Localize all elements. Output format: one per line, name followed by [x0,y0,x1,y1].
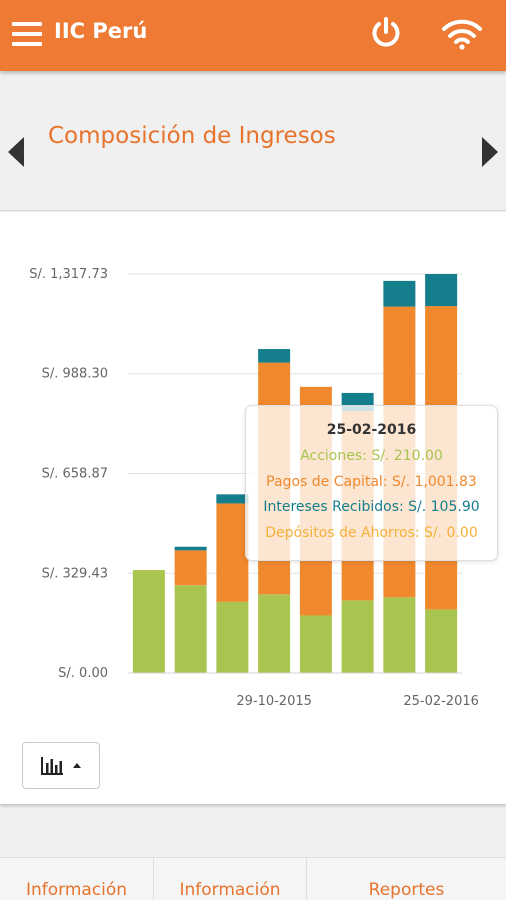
y-tick-label: S/. 1,317.73 [29,267,108,282]
bar-segment-acciones[interactable] [174,585,207,673]
tooltip-pagos-capital: Pagos de Capital: S/. 1,001.83 [266,473,477,490]
y-tick-label: S/. 988.30 [42,367,108,382]
y-tick-label: S/. 329.43 [42,566,108,581]
y-tick-label: S/. 658.87 [42,466,108,481]
next-arrow-icon[interactable] [480,137,500,167]
bar-segment-intereses-recibidos[interactable] [425,274,458,307]
bar-segment-acciones[interactable] [216,601,249,673]
tab-reportes[interactable]: Reportes [306,858,506,900]
bar-segment-acciones[interactable] [383,597,416,673]
bar-segment-pagos-de-capital[interactable] [174,550,207,586]
bar-segment-pagos-de-capital[interactable] [216,503,249,602]
app-title: IIC Perú [54,19,148,43]
bar-segment-intereses-recibidos[interactable] [216,494,249,504]
tooltip-depositos: Depósitos de Ahorros: S/. 0.00 [265,524,478,541]
bar-segment-acciones[interactable] [425,609,458,673]
tab-informacion-1[interactable]: Información [25,880,128,900]
chart-tooltip: 25-02-2016 Acciones: S/. 210.00 Pagos de… [245,405,498,561]
app-bar: IIC Perú [0,0,506,71]
tab-informacion-2[interactable]: Información [153,858,306,900]
chart-card: S/. 0.00 S/. 329.43 S/. 658.87 S/. 988.30 S/… [0,212,506,804]
bar-chart-icon [41,757,63,775]
power-icon[interactable] [369,16,403,50]
bar-segment-acciones[interactable] [341,600,374,673]
caret-up-icon [73,763,81,768]
x-tick-label: 25-02-2016 [403,694,479,709]
bottom-tabs: Información Información Reportes [0,857,506,900]
bar-segment-intereses-recibidos[interactable] [383,280,416,307]
y-tick-label: S/. 0.00 [58,666,108,681]
tooltip-intereses: Intereses Recibidos: S/. 105.90 [263,499,480,515]
tooltip-acciones: Acciones: S/. 210.00 [300,448,443,464]
chart-type-button[interactable] [22,742,100,789]
bar-segment-acciones[interactable] [299,615,332,673]
x-tick-label: 29-10-2015 [236,694,312,709]
bar-segment-intereses-recibidos[interactable] [258,349,291,363]
bar-segment-acciones[interactable] [132,570,165,673]
header-card [0,95,506,211]
page-title: Composición de Ingresos [48,123,336,149]
tooltip-date: 25-02-2016 [326,422,417,438]
bar-segment-acciones[interactable] [258,594,291,673]
bar-segment-intereses-recibidos[interactable] [174,546,207,551]
wifi-icon[interactable] [441,18,483,50]
menu-icon[interactable] [12,22,42,46]
prev-arrow-icon[interactable] [6,137,26,167]
